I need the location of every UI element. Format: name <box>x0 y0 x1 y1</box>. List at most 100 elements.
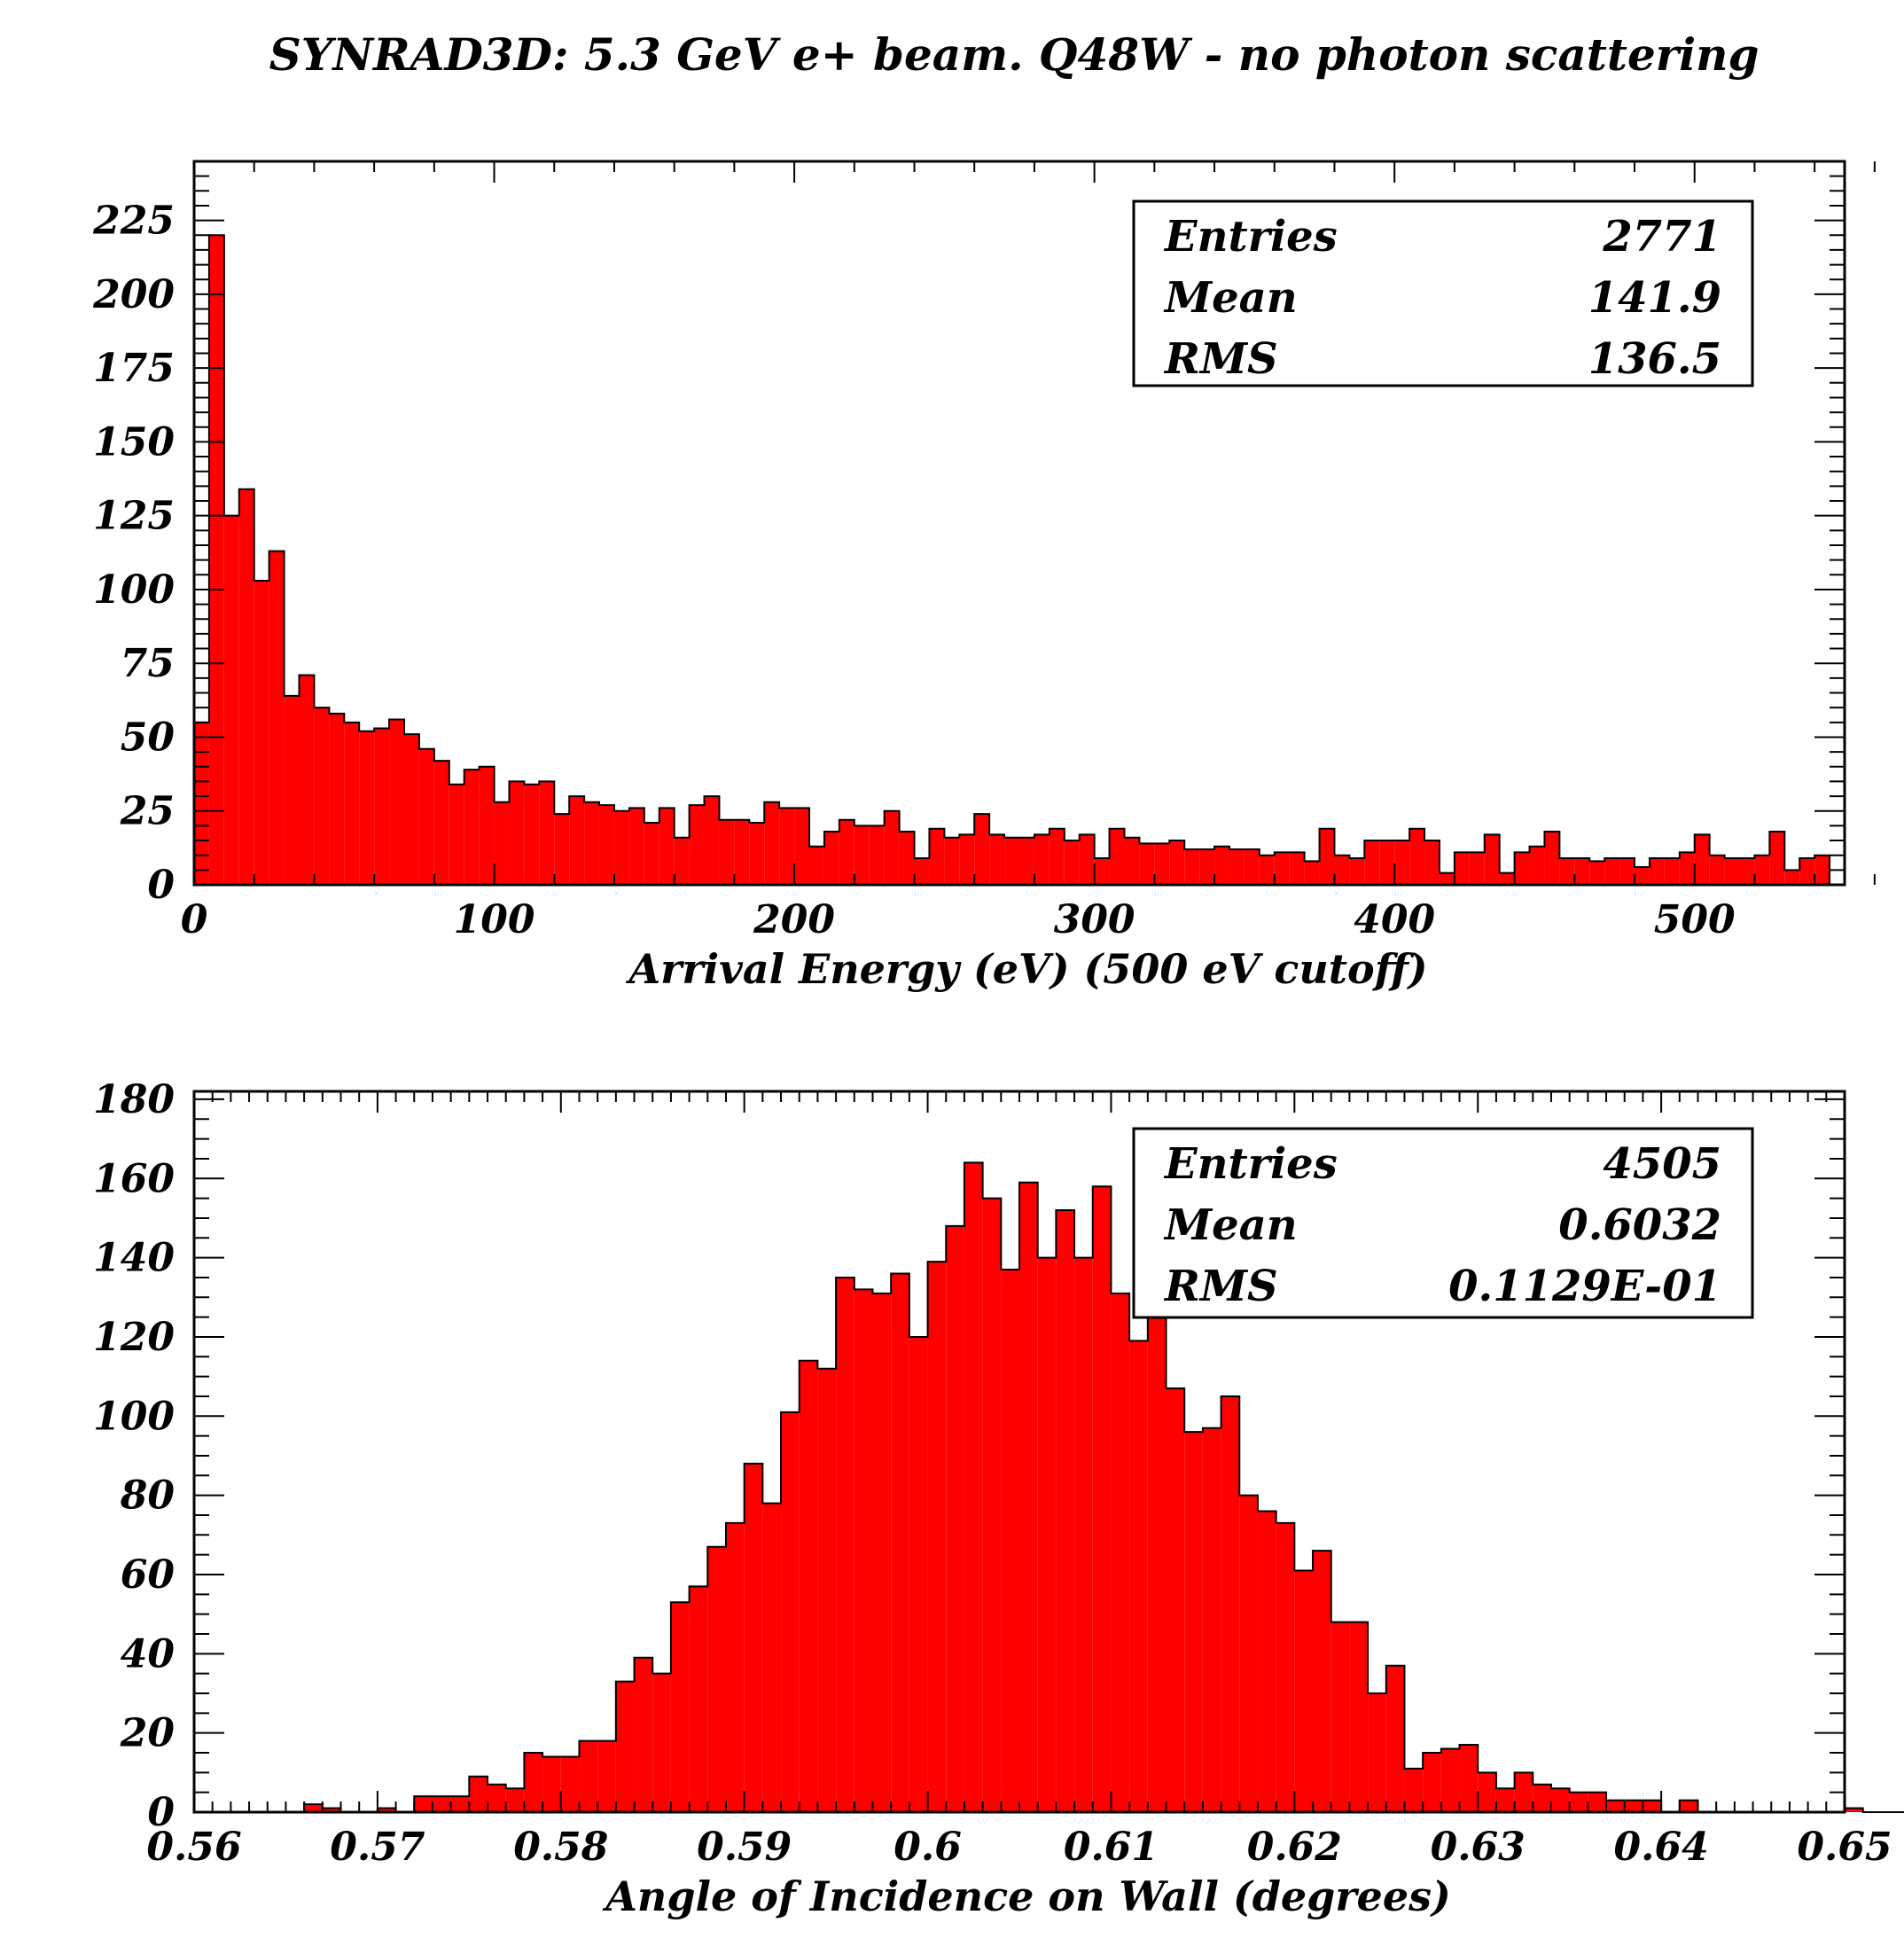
histogram-bin <box>944 837 960 885</box>
histogram-bin <box>554 814 570 885</box>
histogram-bin <box>1199 849 1215 885</box>
y-tick-label: 20 <box>120 1711 176 1756</box>
histogram-bin <box>613 810 629 885</box>
x-tick-label: 500 <box>1654 897 1736 942</box>
histogram-bin <box>1529 846 1545 885</box>
histogram-angle-of-incidence: 0.56 0.57 0.58 0.59 0.6 0.61 0.62 0.63 0.64 0.65 … <box>93 1077 1904 1920</box>
x-tick-label: 0.65 <box>1797 1825 1892 1870</box>
histogram-bin <box>615 1681 635 1812</box>
histogram-bin <box>432 1796 451 1812</box>
x-tick-label: 400 <box>1354 897 1435 942</box>
histogram-bin <box>799 1360 818 1812</box>
histogram-bin <box>1404 1768 1424 1812</box>
y-tick-labels: 0 25 50 75 100 125 150 175 200 225 <box>92 199 175 908</box>
histogram-bin <box>1454 852 1470 885</box>
histogram-bin <box>744 1463 763 1812</box>
histogram-bin <box>1394 840 1410 885</box>
stats-mean-value: 0.6032 <box>1558 1200 1721 1250</box>
x-tick-label: 0 <box>181 897 208 942</box>
x-tick-label: 0.58 <box>513 1825 608 1870</box>
stats-box-frame <box>1132 1127 1754 1319</box>
histogram-bin <box>1385 1665 1405 1812</box>
histogram-bin <box>377 1808 396 1812</box>
histogram-bin <box>982 1198 1002 1812</box>
y-tick-label: 0 <box>147 863 175 908</box>
x-tick-labels: 0.56 0.57 0.58 0.59 0.6 0.61 0.62 0.63 0.64 0.65 <box>146 1825 1892 1870</box>
stats-rms-label: RMS <box>1163 1262 1278 1311</box>
y-tick-label: 25 <box>120 789 175 834</box>
histogram-bin <box>809 846 824 885</box>
histogram-bin <box>909 1336 928 1812</box>
histogram-bin <box>418 748 434 885</box>
y-tick-label: 225 <box>92 199 175 244</box>
histogram-bin <box>542 1756 561 1812</box>
x-tick-label: 300 <box>1054 897 1135 942</box>
histogram-bin <box>464 770 480 885</box>
histogram-bin <box>1643 1800 1662 1812</box>
histogram-bin <box>1139 843 1155 885</box>
histogram-bin <box>1499 872 1515 885</box>
histogram-bars <box>193 234 1831 885</box>
histogram-bin <box>959 834 975 885</box>
histogram-bin <box>560 1756 580 1812</box>
y-tick-label: 80 <box>120 1473 176 1519</box>
axis-ticks <box>193 1091 1845 1813</box>
y-tick-label: 100 <box>93 1394 175 1439</box>
histogram-bin <box>449 784 464 885</box>
histogram-bin <box>1056 1210 1075 1812</box>
histogram-bin <box>1319 828 1335 885</box>
histogram-bin <box>1724 858 1740 885</box>
histogram-bin <box>1624 1800 1643 1812</box>
histogram-bin <box>208 235 224 885</box>
histogram-bin <box>764 801 780 885</box>
histogram-bin <box>1679 1800 1698 1812</box>
histogram-bin <box>854 825 870 885</box>
histogram-bin <box>374 728 390 885</box>
histogram-bin <box>254 580 269 885</box>
histogram-bin <box>1037 1257 1057 1812</box>
histogram-bin <box>359 731 375 885</box>
histogram-bin <box>1664 858 1680 885</box>
histogram-bin <box>1694 834 1710 885</box>
y-tick-label: 100 <box>93 567 175 613</box>
histogram-bin <box>1478 1772 1496 1812</box>
histogram-bin <box>1469 852 1485 885</box>
histogram-bin <box>1649 858 1665 885</box>
histogram-bin <box>344 722 360 885</box>
histogram-bin <box>839 819 854 885</box>
histogram-bin <box>1154 843 1170 885</box>
histogram-bin <box>389 719 404 885</box>
plot-frame <box>192 1090 1846 1814</box>
histogram-bin <box>1814 855 1830 885</box>
histogram-outline <box>193 234 1831 885</box>
histogram-bin <box>1166 1388 1185 1812</box>
histogram-bin <box>479 766 495 885</box>
histogram-bin <box>707 1546 726 1812</box>
x-tick-labels: 0 100 200 300 400 500 <box>181 897 1736 942</box>
histogram-bin <box>749 823 765 885</box>
x-tick-label: 0.61 <box>1064 1825 1159 1870</box>
histogram-bin <box>1111 1293 1130 1812</box>
histogram-bin <box>689 805 705 885</box>
histogram-bin <box>1379 840 1395 885</box>
y-tick-label: 160 <box>93 1156 175 1201</box>
histogram-bin <box>1459 1745 1479 1812</box>
histogram-bin <box>1495 1788 1515 1812</box>
histogram-bin <box>974 814 990 885</box>
histogram-bin <box>854 1289 873 1812</box>
histogram-arrival-energy: 0 100 200 300 400 500 0 25 50 75 100 125 150 175 200 2… <box>92 160 1876 993</box>
stats-entries-label: Entries <box>1163 212 1338 262</box>
stats-entries-label: Entries <box>1163 1139 1338 1189</box>
histogram-bin <box>1259 855 1275 885</box>
stats-rms-label: RMS <box>1163 334 1278 384</box>
histogram-bin <box>1514 1772 1533 1812</box>
histogram-bin <box>1202 1427 1221 1812</box>
histogram-bin <box>1679 852 1695 885</box>
histogram-bin <box>1184 1432 1203 1812</box>
histogram-bin <box>579 1740 598 1812</box>
histogram-bin <box>1214 846 1229 885</box>
histogram-bin <box>1004 837 1019 885</box>
x-tick-label: 0.6 <box>893 1825 962 1870</box>
histogram-bin <box>817 1368 837 1812</box>
stats-box: Entries 4505 Mean 0.6032 RMS 0.1129E-01 <box>1132 1127 1754 1319</box>
